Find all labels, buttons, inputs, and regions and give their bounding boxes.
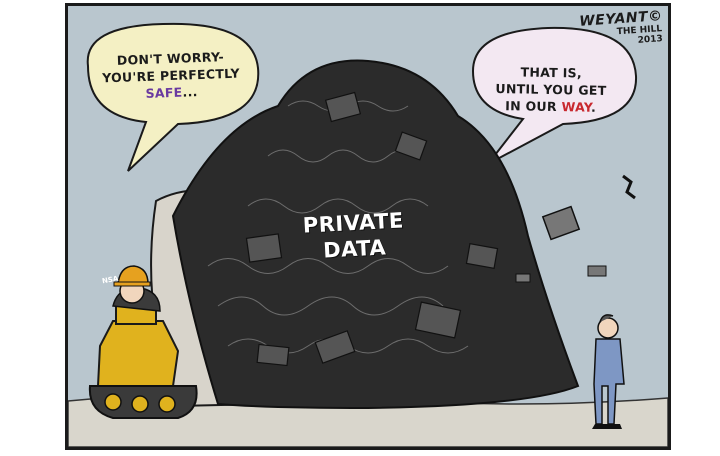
private-data-label: PRIVATE DATA [289, 207, 420, 266]
left-bubble-text: DON'T WORRY- YOU'RE PERFECTLY SAFE... [95, 47, 247, 103]
right-speech-bubble [471, 26, 638, 165]
bulldozer [88, 305, 198, 419]
flying-card [515, 273, 531, 283]
flying-device [587, 265, 607, 277]
track-wheel [104, 393, 122, 411]
right-bubble-prefix: IN OUR [505, 98, 558, 115]
citizen [592, 314, 625, 429]
hard-hat [117, 265, 149, 285]
right-bubble-text: THAT IS, UNTIL YOU GET IN OUR WAY. [476, 63, 627, 117]
safe-word: SAFE [145, 84, 183, 101]
track-wheel [158, 395, 176, 413]
right-bubble-line2: UNTIL YOU GET [495, 81, 607, 98]
flying-monitor [541, 205, 581, 241]
cartoon-scene [68, 22, 668, 447]
cartoon-panel: DON'T WORRY- YOU'RE PERFECTLY SAFE... TH… [65, 3, 671, 450]
flying-phone-icon [622, 174, 636, 200]
artist-signature: WEYANT© THE HILL 2013 [579, 8, 663, 50]
suit [593, 338, 625, 425]
track-wheel [131, 395, 149, 413]
way-word: WAY [561, 99, 592, 115]
nsa-operator [112, 265, 161, 312]
pile-objects [245, 91, 499, 367]
right-bubble-period: . [590, 99, 597, 115]
left-speech-bubble [86, 22, 260, 172]
left-bubble-ellipsis: ... [182, 84, 198, 100]
data-pile [171, 59, 580, 410]
right-bubble-line3: IN OUR WAY. [476, 97, 626, 117]
